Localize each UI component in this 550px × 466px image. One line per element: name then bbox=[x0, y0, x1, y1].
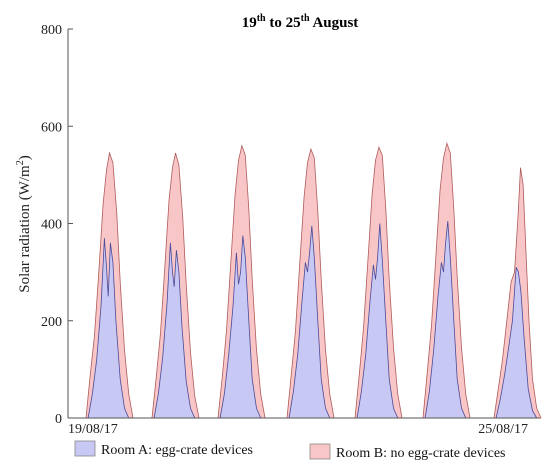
y-tick-label-200: 200 bbox=[41, 315, 62, 330]
y-tick-label-800: 800 bbox=[41, 23, 62, 38]
y-axis-label: Solar radiation (W/m2) bbox=[15, 155, 33, 292]
room-a-day-5-area bbox=[356, 223, 399, 419]
x-tick-label-end: 25/08/17 bbox=[478, 422, 528, 437]
legend-label-room-a: Room A: egg-crate devices bbox=[101, 443, 253, 458]
room-a-day-1-area bbox=[87, 238, 130, 419]
legend-swatch-room-a bbox=[74, 440, 96, 457]
y-axis-ticks: 0 200 400 600 800 bbox=[41, 23, 73, 427]
room-a-day-4-area bbox=[288, 225, 331, 419]
room-a-day-2-area bbox=[153, 242, 196, 419]
y-tick-label-600: 600 bbox=[41, 120, 62, 135]
x-tick-label-start: 19/08/17 bbox=[68, 422, 118, 437]
plot-area bbox=[85, 141, 542, 419]
chart-title: 19th to 25th August bbox=[242, 13, 359, 31]
legend-label-room-b: Room B: no egg-crate devices bbox=[336, 446, 506, 461]
legend: Room A: egg-crate devices Room B: no egg… bbox=[74, 440, 506, 461]
legend-swatch-room-b bbox=[309, 443, 331, 460]
room-a-day-3-area bbox=[219, 235, 262, 419]
y-tick-label-400: 400 bbox=[41, 218, 62, 233]
room-a-day-6-area bbox=[424, 221, 467, 419]
room-a-day-7-area bbox=[495, 267, 538, 419]
y-tick-label-0: 0 bbox=[55, 412, 62, 427]
